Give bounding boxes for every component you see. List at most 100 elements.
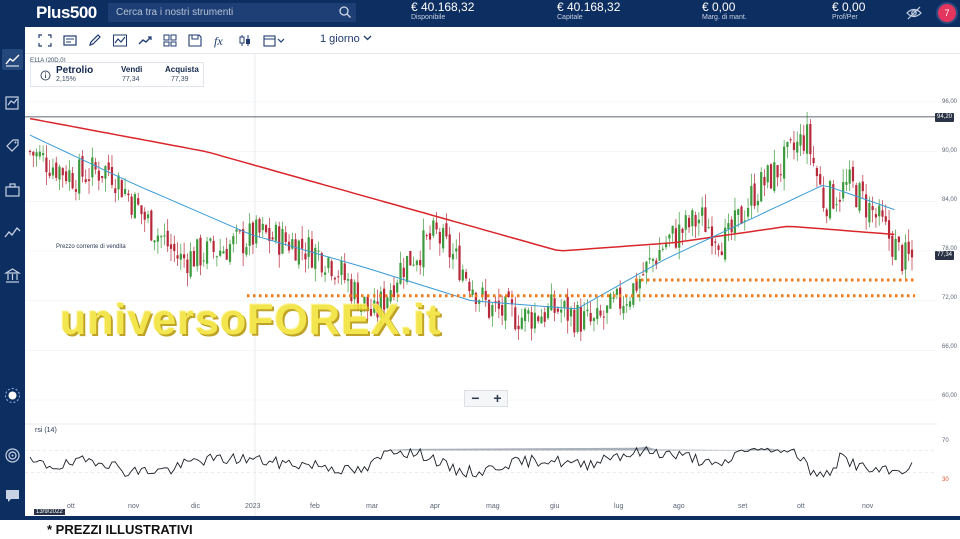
candle-up <box>645 261 648 273</box>
instrument-info-box[interactable]: Petrolio 2,15% Vendi 77,34 Acquista 77,3… <box>30 62 204 87</box>
search-icon[interactable] <box>338 5 352 19</box>
sidebar-item-charts[interactable] <box>2 49 23 70</box>
candle-up <box>327 257 330 269</box>
sidebar-item-support[interactable] <box>2 445 23 466</box>
candle-up <box>451 253 455 260</box>
candle-down <box>268 228 271 242</box>
candle-up <box>612 297 615 299</box>
info-icon[interactable] <box>40 70 51 81</box>
candle-up <box>432 220 435 236</box>
hide-eye-icon[interactable] <box>906 5 922 21</box>
candle-down <box>687 217 691 228</box>
price-tick: 90,00 <box>942 148 958 154</box>
candle-up <box>422 230 425 268</box>
candle-down <box>468 281 471 292</box>
calendar-button[interactable] <box>262 33 286 48</box>
instrument-info-button[interactable] <box>62 33 78 48</box>
candle-down <box>730 219 733 233</box>
candle-up <box>727 223 730 230</box>
candle-down <box>694 215 697 227</box>
candle-down <box>779 174 782 176</box>
chart-canvas[interactable] <box>25 54 960 516</box>
sidebar-item-trade[interactable] <box>2 92 23 113</box>
candle-up <box>766 165 769 183</box>
candle-up <box>546 306 550 319</box>
indicators-button[interactable] <box>137 33 153 48</box>
candle-down <box>599 310 602 316</box>
candle-down <box>891 235 894 257</box>
function-button[interactable]: fx <box>212 33 228 48</box>
draw-button[interactable] <box>87 33 103 48</box>
sidebar-item-portfolio[interactable] <box>2 179 23 200</box>
candle-up <box>471 289 474 295</box>
sell-label[interactable]: Vendi <box>121 65 143 74</box>
candlestick-series <box>28 112 914 341</box>
trend-up-icon <box>138 36 152 45</box>
sidebar-item-theme[interactable] <box>2 385 23 406</box>
search-box[interactable] <box>108 3 356 22</box>
x-tick: giu <box>550 503 560 510</box>
briefcase-icon <box>5 183 20 197</box>
search-input[interactable] <box>116 3 336 22</box>
candle-down <box>861 181 864 192</box>
candles-button[interactable] <box>237 33 253 48</box>
candle-up <box>750 185 753 206</box>
fullscreen-button[interactable] <box>37 33 53 48</box>
timeframe-select[interactable]: 1 giorno <box>320 33 372 45</box>
candle-up <box>235 229 238 232</box>
sidebar-item-tags[interactable] <box>2 135 23 156</box>
candle-up <box>678 224 681 248</box>
buy-label[interactable]: Acquista <box>165 65 199 74</box>
crosshair-date-tag: 13/9/2022 <box>34 509 65 515</box>
candle-down <box>251 222 255 245</box>
layout-button[interactable] <box>162 33 178 48</box>
zoom-out-button[interactable]: − <box>471 390 480 406</box>
candle-down <box>881 210 884 217</box>
candle-up <box>389 290 392 302</box>
candle-down <box>517 325 520 330</box>
candle-down <box>619 287 622 309</box>
target-icon <box>5 448 20 463</box>
candle-down <box>337 276 340 278</box>
candle-up <box>317 250 320 252</box>
candle-up <box>156 235 159 242</box>
candle-up <box>625 304 628 306</box>
candle-up <box>664 242 668 248</box>
x-tick: nov <box>128 503 140 510</box>
candle-up <box>153 240 156 243</box>
sidebar-item-chat[interactable] <box>2 485 23 506</box>
save-button[interactable] <box>187 33 203 48</box>
candle-down <box>143 211 146 220</box>
candle-up <box>724 227 727 260</box>
chart-type-button[interactable] <box>112 33 128 48</box>
grid-icon <box>163 34 177 47</box>
candle-down <box>150 210 153 241</box>
candle-up <box>658 250 661 261</box>
sell-price[interactable]: 77,34 <box>122 76 140 83</box>
candle-up <box>733 210 737 234</box>
candle-up <box>743 220 746 222</box>
sidebar-item-analysis[interactable] <box>2 222 23 243</box>
candle-down <box>28 151 32 153</box>
candle-down <box>740 206 743 224</box>
notification-badge[interactable]: 7 <box>936 2 958 24</box>
candle-down <box>566 296 569 321</box>
sidebar-item-bank[interactable] <box>2 265 23 286</box>
price-chart[interactable] <box>25 54 960 516</box>
candle-down <box>710 226 714 247</box>
metric-label: Prof/Per <box>832 14 858 21</box>
candle-down <box>169 244 173 249</box>
candle-up <box>360 303 363 313</box>
metric-label: Disponibile <box>411 14 446 21</box>
buy-price[interactable]: 77,39 <box>171 76 189 83</box>
x-tick: feb <box>310 503 320 510</box>
rsi-line <box>29 445 913 478</box>
candle-down <box>264 225 268 233</box>
sell-price-note: Prezzo corrente di vendita <box>56 244 126 250</box>
candle-up <box>35 152 38 157</box>
candle-up <box>746 207 750 217</box>
candle-up <box>773 162 776 191</box>
zoom-control: − + <box>464 390 508 407</box>
zoom-in-button[interactable]: + <box>493 390 502 406</box>
candle-down <box>507 291 510 298</box>
